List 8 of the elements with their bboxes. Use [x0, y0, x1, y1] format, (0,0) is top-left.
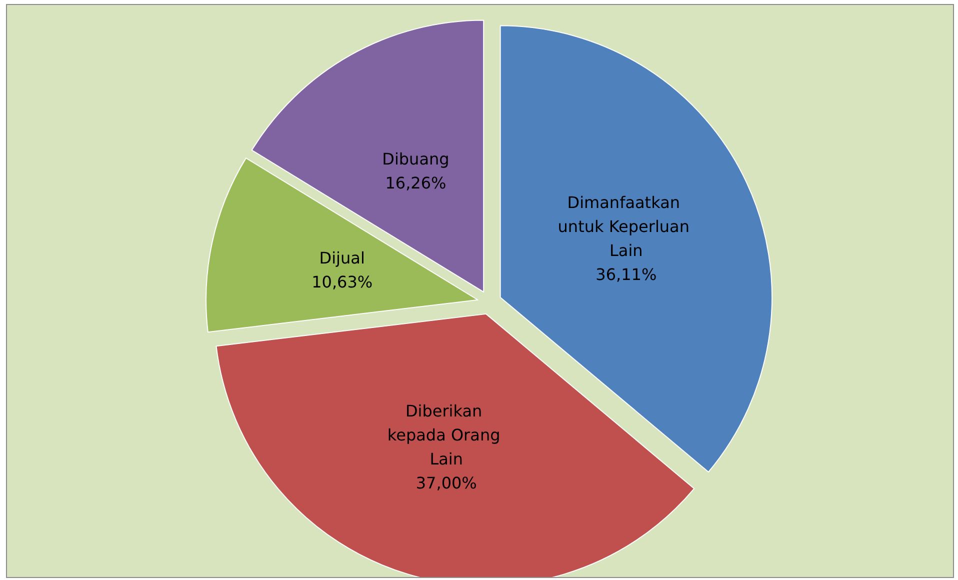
data-label: 10,63%	[312, 272, 373, 292]
data-label: 16,26%	[385, 173, 446, 192]
slice-label: Dimanfaatkan untuk Keperluan Lain	[558, 193, 695, 260]
data-label: 36,11%	[596, 265, 657, 284]
data-label: 37,00%	[416, 474, 477, 493]
slice-label: Dijual	[319, 248, 365, 268]
slice-label: Dibuang	[382, 149, 450, 168]
slice-label: Diberikan kepada Orang Lain	[387, 402, 506, 469]
